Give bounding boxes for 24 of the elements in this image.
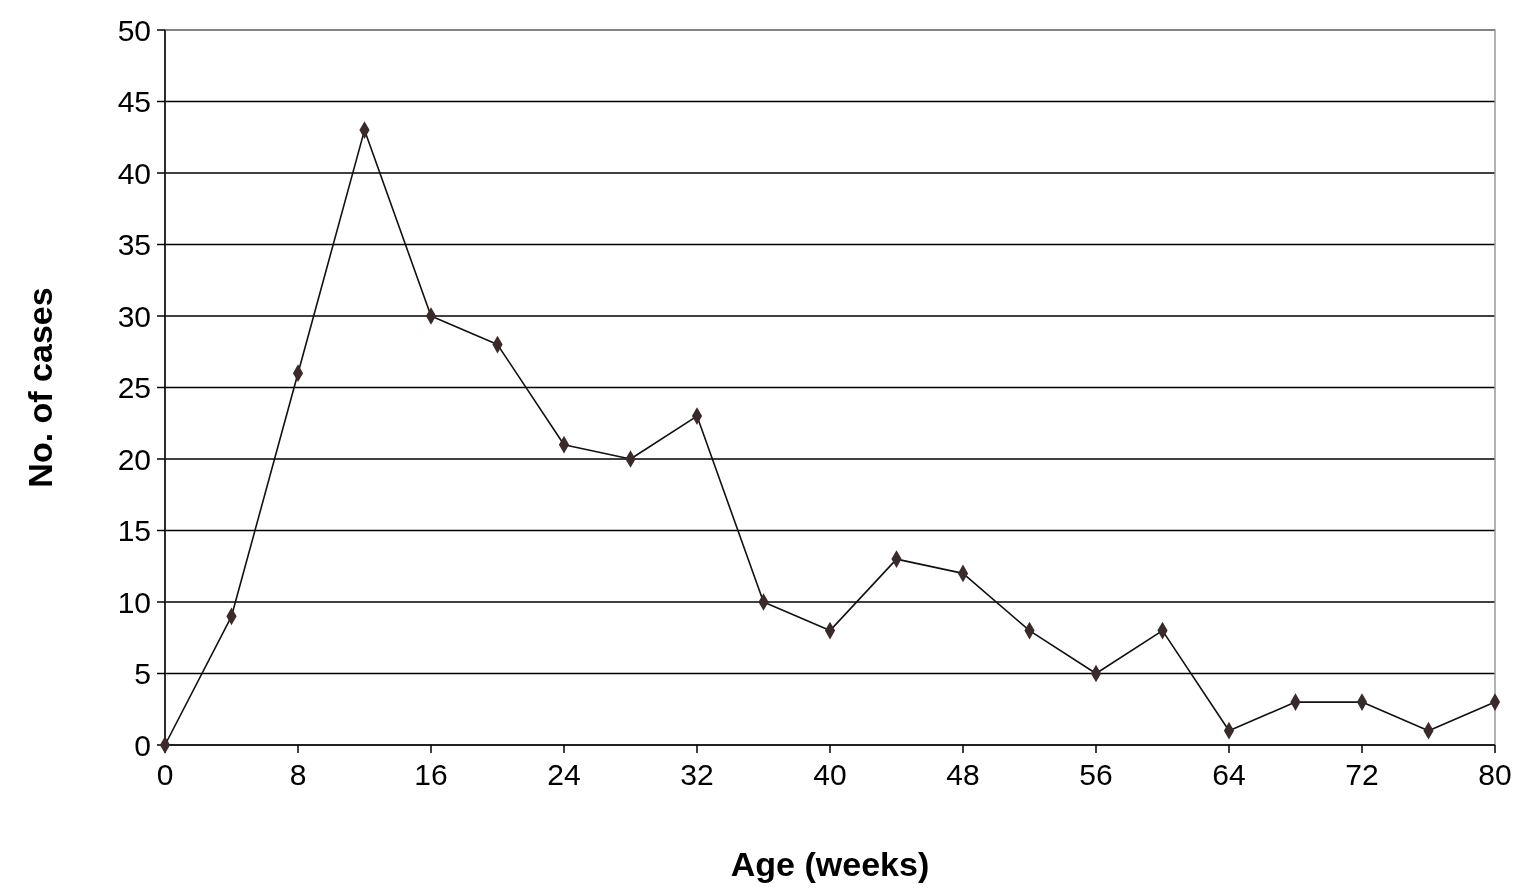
y-tick-label: 40 (117, 156, 151, 190)
y-tick-label: 5 (134, 657, 151, 690)
x-tick-label: 16 (414, 758, 448, 791)
x-tick-label: 40 (813, 758, 847, 791)
y-axis-title: No. of cases (21, 287, 59, 488)
x-tick-label: 64 (1212, 758, 1246, 791)
y-tick-label: 15 (117, 514, 151, 547)
y-tick-label: 0 (134, 728, 151, 762)
y-tick-label: 45 (117, 85, 151, 118)
x-tick-label: 8 (289, 758, 307, 791)
x-tick-label: 24 (547, 758, 581, 791)
x-tick-label: 32 (680, 758, 714, 791)
x-tick-label: 72 (1345, 758, 1379, 791)
y-tick-label: 10 (117, 585, 151, 619)
y-tick-label: 30 (117, 299, 151, 333)
x-tick-label: 0 (156, 758, 174, 791)
y-tick-label: 50 (117, 13, 151, 47)
y-tick-label: 20 (117, 442, 151, 476)
y-tick-label: 35 (117, 228, 151, 261)
y-tick-label: 25 (117, 371, 151, 404)
x-tick-label: 56 (1079, 758, 1113, 791)
x-tick-label: 48 (946, 758, 980, 791)
x-axis-title: Age (weeks) (730, 845, 930, 883)
x-tick-label: 80 (1478, 758, 1512, 791)
